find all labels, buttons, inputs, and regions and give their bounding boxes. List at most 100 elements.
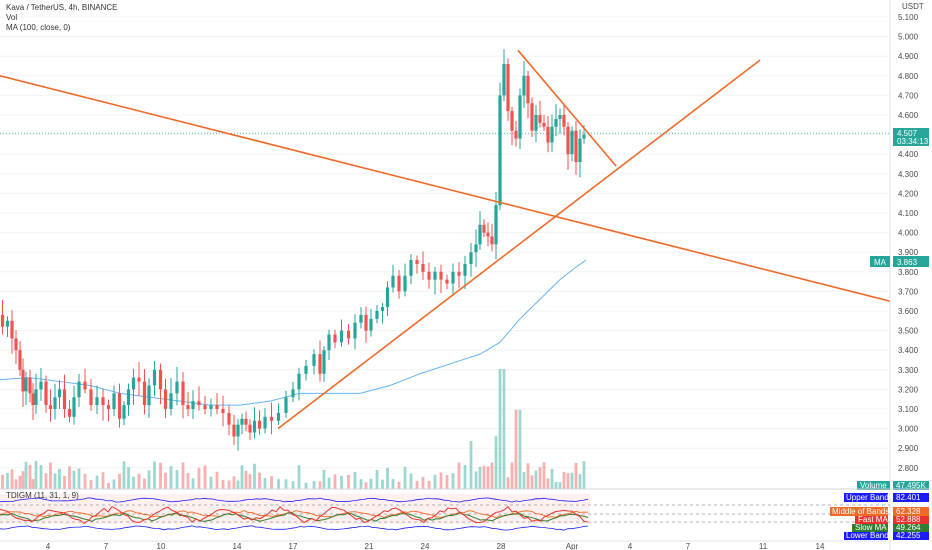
- volume-bar: [10, 469, 14, 489]
- volume-bar: [482, 465, 486, 489]
- indicator-badges: Upper Band 82.401 Middle of Bands 62.328…: [830, 493, 929, 540]
- volume-bar: [68, 466, 71, 489]
- candle-body: [62, 389, 67, 409]
- upper-band-line: [0, 497, 589, 503]
- volume-bar: [101, 472, 105, 489]
- volume-bar: [227, 480, 231, 489]
- price-tick-label: 3.500: [898, 327, 919, 336]
- volume-bar: [14, 479, 18, 489]
- candle-body: [197, 401, 201, 406]
- time-tick-label: 17: [289, 542, 298, 550]
- price-tick-label: 2.900: [898, 444, 919, 453]
- volume-bar: [297, 465, 301, 489]
- candle-body: [95, 397, 99, 406]
- candle-body: [89, 389, 93, 406]
- ma-legend[interactable]: MA (100, close, 0): [6, 23, 71, 32]
- volume-bar: [77, 468, 81, 489]
- fast-ma-label: Fast MA: [858, 515, 888, 524]
- candle-body: [558, 115, 562, 119]
- symbol-legend[interactable]: Kava / TetherUS, 4h, BINANCE: [6, 3, 118, 12]
- volume-bar: [58, 468, 61, 489]
- candle-body: [191, 401, 195, 409]
- volume-bar: [570, 472, 574, 489]
- candle-body: [451, 271, 455, 284]
- candle-body: [502, 64, 506, 96]
- volume-bar: [83, 473, 87, 489]
- candle-body: [333, 334, 337, 343]
- trendline: [0, 75, 891, 302]
- last-price-badge: 4.507 03:34:13: [893, 128, 929, 146]
- volume-bar: [427, 480, 431, 489]
- candle-body: [181, 381, 185, 406]
- fast-ma-value: 52.888: [896, 515, 921, 524]
- currency-label: USDT: [902, 2, 924, 11]
- indicator-legend[interactable]: TDIGM (11, 31, 1, 9): [6, 491, 79, 500]
- volume-bar: [333, 474, 337, 489]
- candle-body: [31, 393, 35, 406]
- volume-bar: [248, 474, 252, 489]
- price-tick-label: 3.900: [898, 248, 919, 257]
- candle-body: [209, 405, 213, 409]
- volume-bar: [359, 479, 363, 489]
- volume-bar: [169, 466, 173, 489]
- volume-bar: [197, 467, 201, 489]
- volume-bar: [137, 473, 141, 489]
- volume-bar: [445, 475, 449, 489]
- candle-body: [291, 389, 295, 398]
- candle-body: [478, 224, 482, 245]
- volume-bar: [132, 476, 135, 489]
- volume-bar: [574, 462, 578, 489]
- candle-body: [232, 424, 236, 437]
- time-axis[interactable]: 4 7 10 14 17 21 24 28 Apr 4 7 11 14: [46, 542, 825, 550]
- trendlines[interactable]: [0, 49, 891, 430]
- candle-body: [364, 314, 368, 331]
- candle-body: [276, 412, 281, 421]
- volume-bar: [364, 482, 368, 489]
- candle-body: [385, 287, 390, 308]
- volume-legend[interactable]: Vol: [6, 13, 18, 22]
- candle-body: [312, 354, 316, 366]
- candle-body: [562, 115, 566, 127]
- candle-body: [106, 405, 111, 409]
- candle-body: [297, 373, 301, 390]
- time-tick-label: 14: [816, 542, 825, 550]
- candle-body: [244, 418, 248, 425]
- volume-bar: [463, 465, 467, 489]
- candle-body: [131, 377, 136, 390]
- price-tick-label: 3.300: [898, 366, 919, 375]
- candle-body: [263, 416, 267, 429]
- price-tick-label: 3.200: [898, 385, 919, 394]
- candle-body: [18, 350, 22, 370]
- candle-body: [28, 377, 32, 394]
- volume-bar: [143, 478, 146, 489]
- candle-body: [117, 393, 122, 419]
- time-tick-label: 4: [628, 542, 633, 550]
- candle-body: [257, 420, 262, 429]
- candle-body: [375, 311, 379, 319]
- volume-bar: [312, 481, 316, 489]
- volume-bar: [538, 467, 542, 489]
- volume-bar: [240, 465, 244, 489]
- volume-bar: [1, 474, 4, 489]
- middle-band-line: [0, 509, 589, 519]
- candle-body: [175, 381, 179, 394]
- candle-body: [169, 393, 173, 409]
- volume-badge: Volume 47.495K: [857, 481, 929, 490]
- volume-bar: [518, 409, 522, 489]
- candle-body: [474, 244, 478, 253]
- volume-bar: [107, 482, 110, 489]
- price-tick-label: 3.000: [898, 425, 919, 434]
- volume-bar: [270, 476, 273, 489]
- candle-body: [252, 420, 257, 433]
- volume-bar: [550, 468, 554, 489]
- candle-body: [72, 397, 76, 417]
- time-tick-label: 21: [365, 542, 374, 550]
- volume-bar: [322, 469, 326, 489]
- price-tick-label: 3.700: [898, 287, 919, 296]
- volume-bar: [186, 473, 190, 489]
- volume-bar: [582, 461, 586, 489]
- volume-bar: [451, 473, 455, 489]
- time-tick-label: 11: [759, 542, 768, 550]
- candle-body: [48, 405, 53, 409]
